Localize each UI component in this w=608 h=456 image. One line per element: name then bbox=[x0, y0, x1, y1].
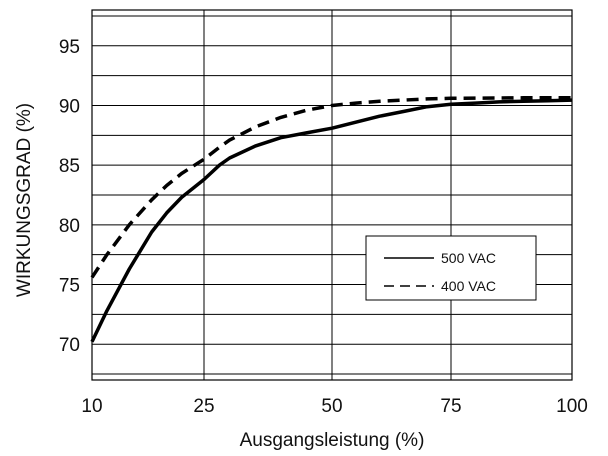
series-line-500-vac bbox=[90, 98, 573, 343]
legend: 500 VAC 400 VAC bbox=[365, 235, 537, 301]
x-axis-title: Ausgangsleistung (%) bbox=[240, 430, 425, 451]
y-tick-label: 90 bbox=[59, 96, 80, 117]
y-tick-label: 95 bbox=[59, 37, 80, 58]
y-tick-label: 75 bbox=[59, 276, 80, 297]
x-tick-label: 75 bbox=[440, 396, 461, 417]
legend-label-500vac: 500 VAC bbox=[441, 250, 496, 266]
y-tick-label: 80 bbox=[59, 216, 80, 237]
plot-frame bbox=[91, 9, 573, 381]
series-line-400-vac bbox=[90, 95, 572, 279]
y-tick-labels: 70 75 80 85 90 95 bbox=[59, 37, 80, 356]
series-lines bbox=[90, 95, 573, 343]
y-tick-label: 85 bbox=[59, 156, 80, 177]
x-tick-label: 100 bbox=[556, 396, 588, 417]
x-tick-label: 25 bbox=[193, 396, 214, 417]
x-tick-label: 10 bbox=[81, 396, 102, 417]
grid bbox=[91, 10, 573, 380]
y-tick-label: 70 bbox=[59, 335, 80, 356]
y-axis-title: WIRKUNGSGRAD (%) bbox=[14, 103, 35, 297]
x-tick-label: 50 bbox=[321, 396, 342, 417]
legend-label-400vac: 400 VAC bbox=[441, 278, 496, 294]
x-tick-labels: 10 25 50 75 100 bbox=[81, 396, 587, 417]
legend-box bbox=[365, 235, 537, 301]
